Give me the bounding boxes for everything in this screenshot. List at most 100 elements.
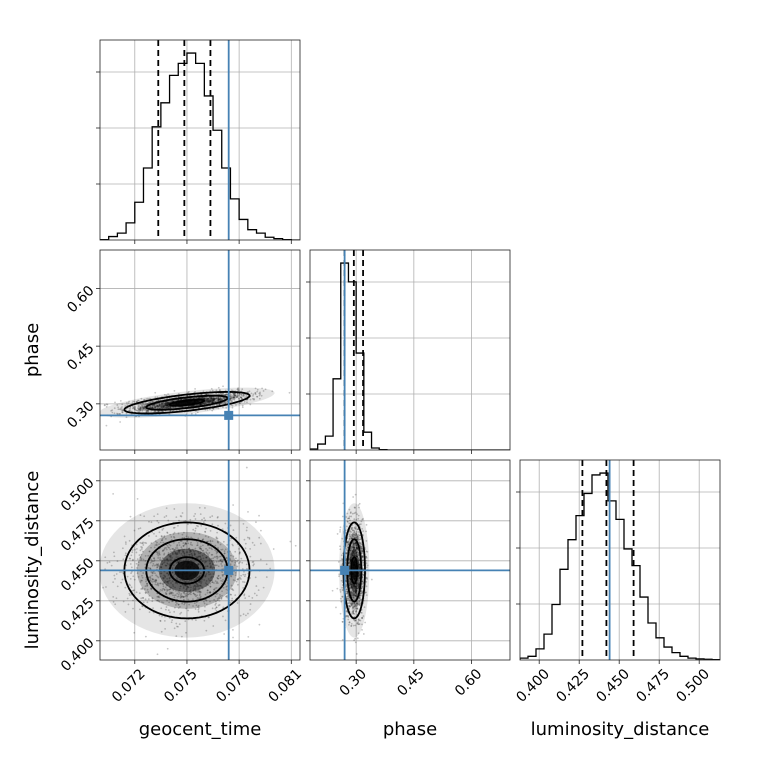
- sample-point: [352, 546, 355, 549]
- sample-point: [242, 393, 245, 396]
- sample-point: [356, 560, 359, 563]
- sample-point: [116, 585, 119, 588]
- sample-point: [354, 591, 357, 594]
- sample-point: [154, 578, 157, 581]
- sample-point: [349, 552, 352, 555]
- sample-point: [349, 578, 352, 581]
- sample-point: [207, 397, 209, 400]
- sample-point: [237, 388, 239, 391]
- sample-point: [131, 549, 134, 551]
- sample-point: [358, 566, 361, 569]
- sample-point: [129, 557, 131, 560]
- sample-point: [353, 613, 356, 615]
- sample-point: [163, 581, 166, 584]
- sample-point: [167, 403, 170, 406]
- sample-point: [204, 593, 207, 596]
- sample-point: [206, 591, 209, 594]
- sample-point: [158, 404, 161, 406]
- sample-point: [355, 546, 358, 549]
- sample-point: [216, 576, 219, 579]
- sample-point: [230, 588, 233, 590]
- sample-point: [351, 596, 354, 599]
- sample-point: [360, 543, 363, 545]
- sample-point: [226, 585, 229, 587]
- sample-point: [217, 396, 219, 399]
- sample-point: [206, 584, 209, 587]
- sample-point: [211, 399, 214, 402]
- sample-point: [204, 605, 206, 608]
- sample-point: [219, 593, 221, 596]
- sample-point: [211, 398, 214, 401]
- sample-point: [171, 580, 174, 583]
- sample-point: [361, 549, 364, 552]
- sample-point: [356, 550, 359, 552]
- sample-point: [356, 535, 359, 538]
- sample-point: [356, 528, 359, 531]
- sample-point: [210, 565, 213, 568]
- sample-point: [341, 586, 344, 589]
- sample-point: [185, 594, 187, 597]
- sample-point: [156, 575, 159, 578]
- sample-point: [339, 526, 342, 529]
- sample-point: [241, 397, 244, 400]
- sample-point: [349, 549, 352, 552]
- sample-point: [350, 549, 352, 551]
- sample-point: [147, 397, 149, 400]
- panel-frame: [309, 249, 511, 451]
- sample-point: [128, 400, 130, 403]
- sample-point: [174, 601, 177, 603]
- sample-point: [165, 584, 168, 586]
- sample-point: [357, 574, 360, 577]
- sample-point: [214, 398, 216, 401]
- sample-point: [357, 564, 360, 566]
- sample-point: [192, 585, 195, 588]
- sample-point: [358, 601, 361, 604]
- sample-point: [197, 604, 200, 607]
- sample-point: [184, 593, 187, 595]
- sample-point: [358, 581, 361, 584]
- sample-point: [137, 561, 140, 564]
- sample-point: [193, 584, 196, 587]
- sample-point: [157, 576, 160, 579]
- sample-point: [144, 585, 147, 588]
- sample-point: [365, 555, 368, 558]
- x-tick-label: 0.450: [593, 666, 633, 706]
- sample-point: [188, 553, 190, 556]
- sample-point: [251, 597, 254, 599]
- sample-point: [151, 578, 154, 581]
- sample-point: [164, 404, 167, 406]
- sample-point: [349, 582, 351, 584]
- sample-point: [153, 564, 156, 567]
- sample-point: [216, 531, 219, 534]
- sample-point: [237, 387, 240, 390]
- sample-point: [193, 532, 196, 535]
- sample-point: [150, 546, 152, 549]
- sample-point: [352, 533, 355, 536]
- sample-point: [212, 575, 214, 578]
- sample-point: [358, 576, 361, 579]
- sample-point: [105, 586, 107, 588]
- sample-point: [221, 392, 223, 395]
- sample-point: [161, 589, 164, 592]
- sample-point: [207, 398, 210, 401]
- sample-point: [124, 541, 127, 544]
- sample-point: [238, 393, 241, 396]
- sample-point: [361, 567, 364, 570]
- sample-point: [193, 602, 196, 605]
- sample-point: [157, 405, 160, 408]
- sample-point: [351, 592, 354, 595]
- sample-point: [211, 581, 214, 584]
- sample-point: [139, 407, 142, 410]
- sample-point: [167, 403, 169, 406]
- sample-point: [356, 607, 359, 610]
- sample-point: [161, 537, 164, 540]
- sample-point: [349, 530, 352, 532]
- sample-point: [190, 579, 193, 582]
- sample-point: [350, 546, 353, 549]
- sample-point: [231, 404, 234, 407]
- sample-point: [197, 555, 199, 558]
- sample-point: [145, 409, 148, 412]
- sample-point: [348, 517, 351, 520]
- sample-point: [351, 554, 354, 557]
- sample-point: [166, 404, 169, 406]
